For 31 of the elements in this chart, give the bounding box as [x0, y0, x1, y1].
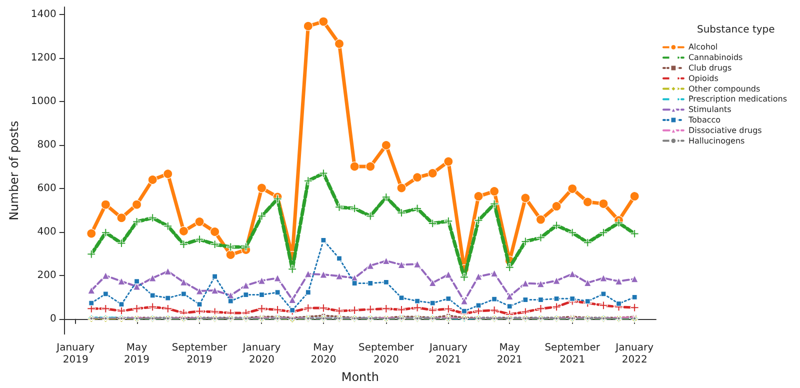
x-tick-label: May 2019 [124, 342, 150, 366]
y-tick-label: 1000 [30, 96, 56, 108]
legend-label: Hallucinogens [688, 136, 745, 146]
x-tick-label: September 2019 [172, 342, 228, 366]
legend-label: Stimulants [688, 105, 732, 114]
legend-label: Cannabinoids [688, 53, 743, 62]
x-tick-label: May 2021 [496, 342, 522, 366]
x-axis-title: Month [341, 370, 379, 384]
legend-label: Other compounds [688, 84, 760, 94]
x-tick-label: September 2021 [544, 342, 601, 366]
legend-label: Alcohol [688, 42, 718, 52]
y-axis-title: Number of posts [7, 120, 21, 220]
y-tick-label: 400 [37, 226, 56, 238]
x-tick-label: January 2020 [242, 342, 281, 366]
x-tick-label: May 2020 [310, 342, 336, 366]
y-tick-label: 1400 [30, 9, 56, 20]
legend-label: Dissociative drugs [688, 126, 762, 135]
x-tick-label: January 2019 [56, 342, 95, 366]
x-tick-label: September 2020 [358, 342, 415, 366]
x-tick-label: January 2021 [428, 342, 468, 366]
x-tick-label: January 2022 [614, 342, 654, 366]
legend-label: Tobacco [687, 116, 721, 124]
legend-label: Club drugs [688, 64, 732, 72]
y-tick-label: 800 [37, 140, 56, 151]
legend-label: Opioids [688, 74, 718, 83]
legend-label: Prescription medications [688, 94, 788, 104]
y-tick-label: 0 [50, 313, 56, 324]
y-tick-label: 1200 [30, 52, 56, 64]
y-tick-label: 200 [37, 270, 56, 281]
y-tick-label: 600 [37, 182, 56, 194]
legend-title: Substance type [697, 24, 775, 36]
